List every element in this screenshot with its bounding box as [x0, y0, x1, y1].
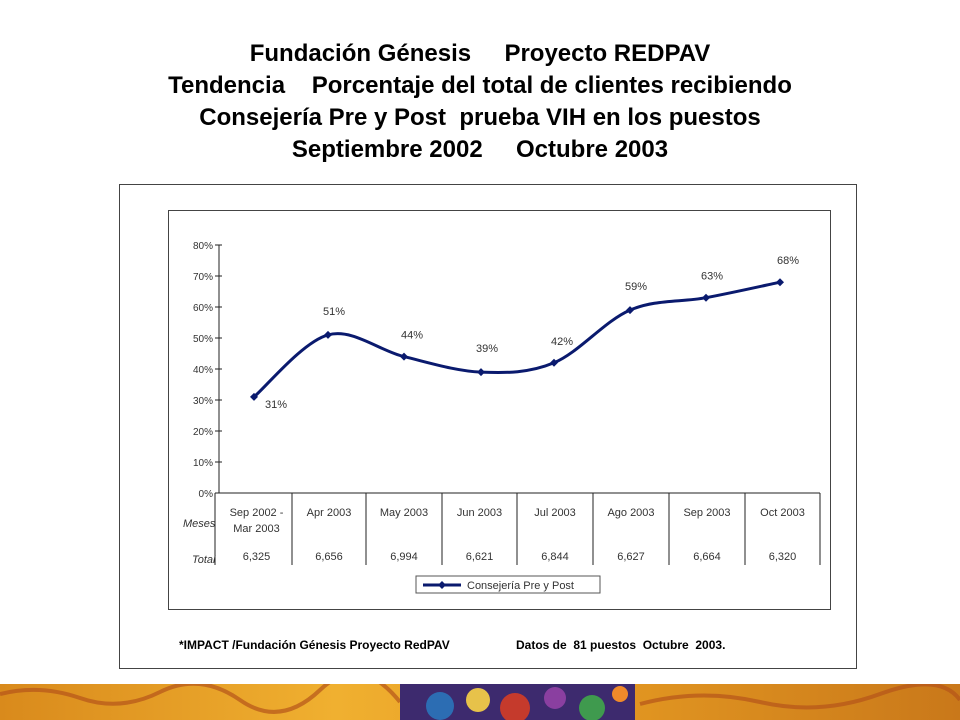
decorative-artwork-strip	[0, 684, 960, 720]
table-total-value: 6,656	[315, 551, 343, 563]
y-tick-label: 0%	[199, 489, 214, 500]
legend-swatch-marker	[438, 581, 446, 589]
data-label: 39%	[476, 343, 498, 355]
y-tick-label: 80%	[193, 241, 213, 252]
y-tick-label: 20%	[193, 427, 213, 438]
outer-frame	[119, 184, 857, 669]
table-total-value: 6,664	[693, 551, 721, 563]
table-row-header-meses: Meses	[183, 518, 216, 530]
data-label: 51%	[323, 306, 345, 318]
table-total-value: 6,325	[243, 551, 271, 563]
x-category-label: Jun 2003	[457, 507, 502, 519]
x-category-label: Mar 2003	[233, 523, 279, 535]
table-total-value: 6,320	[769, 551, 797, 563]
title-line-4: Septiembre 2002 Octubre 2003	[291, 136, 669, 163]
footnote-data: Datos de 81 puestos Octubre 2003.	[516, 638, 726, 652]
table-total-value: 6,627	[617, 551, 645, 563]
data-point	[626, 306, 634, 315]
data-point	[477, 368, 485, 377]
y-tick-label: 10%	[193, 458, 213, 469]
series-line-consejeria	[253, 280, 781, 399]
data-label: 59%	[625, 281, 647, 293]
title-line-2: Tendencia Porcentaje del total de client…	[168, 72, 792, 99]
x-category-label: Sep 2002 -	[230, 507, 284, 519]
y-tick-label: 60%	[193, 303, 213, 314]
x-category-label: Jul 2003	[534, 507, 576, 519]
chart-title: Fundación Génesis Proyecto REDPAV Tenden…	[0, 38, 960, 166]
artwork-image	[0, 684, 960, 720]
data-point	[776, 278, 784, 287]
data-point	[702, 293, 710, 302]
data-label: 31%	[265, 399, 287, 411]
x-category-label: Apr 2003	[307, 507, 352, 519]
data-point	[250, 392, 258, 401]
x-category-label: May 2003	[380, 507, 428, 519]
legend-label: Consejería Pre y Post	[467, 580, 574, 592]
y-tick-label: 30%	[193, 396, 213, 407]
title-line-3: Consejería Pre y Post prueba VIH en los …	[199, 104, 761, 131]
x-category-label: Oct 2003	[760, 507, 805, 519]
y-tick-label: 70%	[193, 272, 213, 283]
data-point	[400, 352, 408, 361]
table-row-header-total: Total	[192, 554, 216, 566]
y-tick-label: 50%	[193, 334, 213, 345]
data-label: 68%	[777, 255, 799, 267]
table-total-value: 6,994	[390, 551, 418, 563]
data-label: 63%	[701, 271, 723, 283]
x-category-label: Ago 2003	[607, 507, 654, 519]
plot-frame	[168, 210, 831, 610]
table-total-value: 6,844	[541, 551, 569, 563]
legend-box	[415, 575, 601, 594]
footnote-source: *IMPACT /Fundación Génesis Proyecto RedP…	[179, 638, 450, 652]
title-line-1: Fundación Génesis Proyecto REDPAV	[249, 40, 711, 67]
x-category-label: Sep 2003	[683, 507, 730, 519]
table-total-value: 6,621	[466, 551, 494, 563]
data-point	[324, 330, 332, 339]
data-label: 42%	[551, 336, 573, 348]
y-tick-label: 40%	[193, 365, 213, 376]
data-label: 44%	[401, 330, 423, 342]
data-point	[550, 358, 558, 367]
